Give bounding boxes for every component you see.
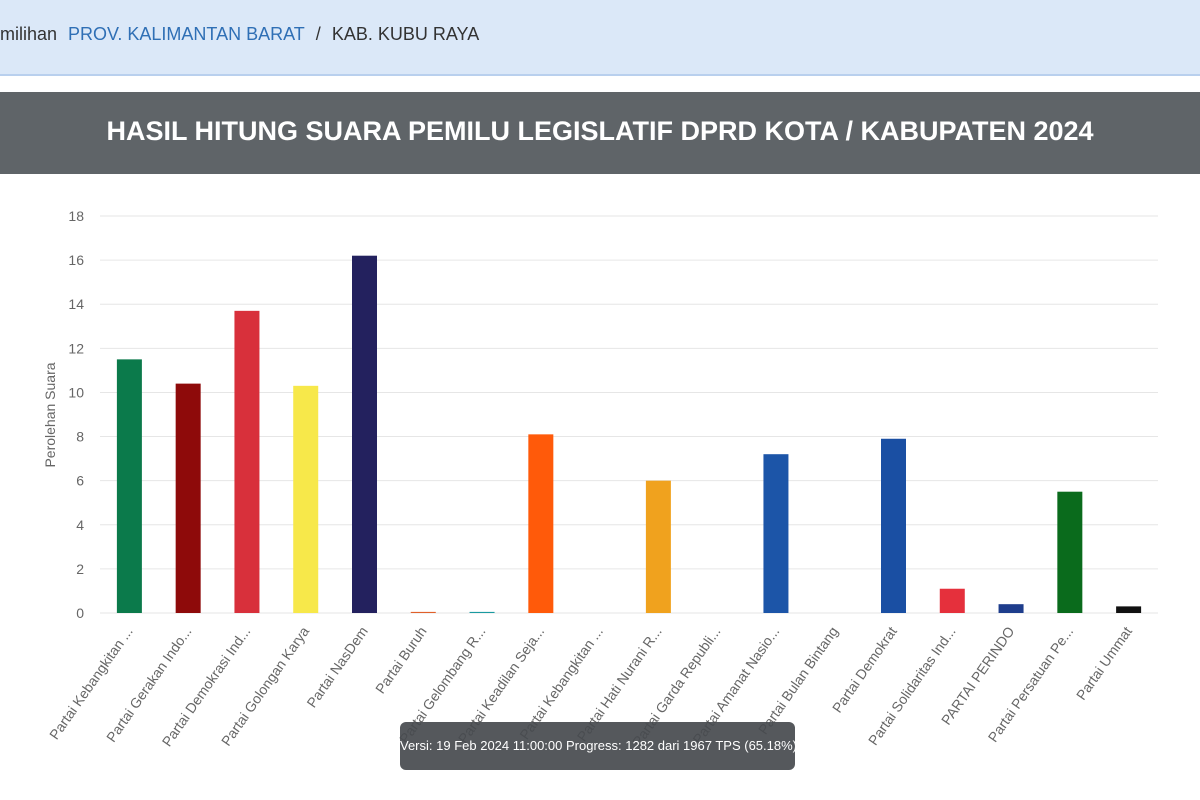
bar bbox=[234, 310, 260, 613]
bar bbox=[293, 385, 319, 613]
x-tick-label: Partai Ummat bbox=[1073, 623, 1135, 702]
bar bbox=[939, 588, 965, 613]
y-tick-label: 10 bbox=[68, 384, 84, 400]
chart-title: HASIL HITUNG SUARA PEMILU LEGISLATIF DPR… bbox=[0, 92, 1200, 174]
bar bbox=[881, 438, 906, 613]
breadcrumb-item: KAB. KUBU RAYA bbox=[331, 24, 480, 44]
breadcrumb-item[interactable]: milihan bbox=[0, 24, 58, 44]
breadcrumb: milihan PROV. KALIMANTAN BARAT / KAB. KU… bbox=[0, 0, 1200, 76]
bar bbox=[645, 480, 671, 613]
y-tick-label: 6 bbox=[76, 473, 84, 489]
y-tick-label: 12 bbox=[68, 340, 84, 356]
bar bbox=[175, 383, 201, 613]
bar bbox=[998, 604, 1024, 613]
x-tick-label: Partai Demokrat bbox=[829, 623, 900, 715]
bar bbox=[469, 611, 495, 613]
bar bbox=[116, 359, 142, 613]
bar bbox=[1057, 491, 1083, 613]
bar bbox=[352, 255, 377, 613]
bar bbox=[1116, 606, 1142, 613]
y-tick-label: 14 bbox=[68, 296, 84, 312]
y-tick-label: 4 bbox=[76, 517, 84, 533]
bar bbox=[763, 454, 789, 613]
bar bbox=[410, 611, 436, 613]
y-axis-title: Perolehan Suara bbox=[42, 362, 58, 467]
y-tick-label: 0 bbox=[76, 605, 84, 621]
y-tick-label: 2 bbox=[76, 561, 84, 577]
x-tick-label: Partai NasDem bbox=[303, 624, 371, 711]
tooltip: Versi: 19 Feb 2024 11:00:00 Progress: 12… bbox=[400, 722, 797, 770]
breadcrumb-separator: / bbox=[315, 24, 321, 44]
x-tick-label: Partai Buruh bbox=[372, 624, 430, 697]
y-tick-label: 8 bbox=[76, 429, 84, 445]
breadcrumb-link[interactable]: PROV. KALIMANTAN BARAT bbox=[68, 24, 305, 44]
y-tick-label: 18 bbox=[68, 208, 84, 224]
y-tick-label: 16 bbox=[68, 252, 84, 268]
bar bbox=[528, 434, 554, 613]
